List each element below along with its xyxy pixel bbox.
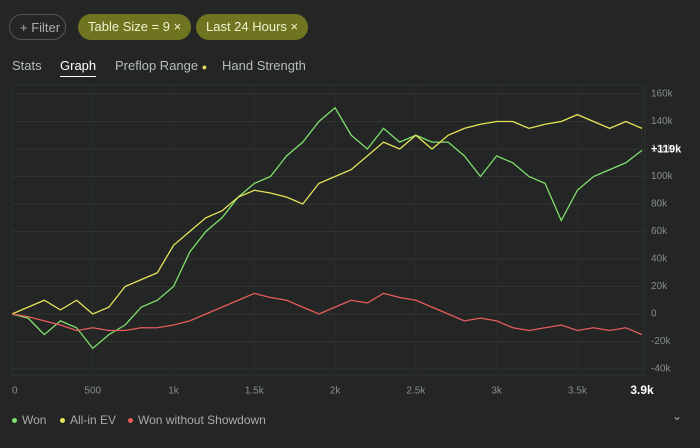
- x-tick-label: 1.5k: [245, 386, 265, 397]
- tab[interactable]: Preflop Range ●: [115, 58, 208, 73]
- series-line: [11, 113, 643, 315]
- y-tick-label: 60k: [651, 226, 668, 237]
- y-tick-label: -20k: [651, 336, 671, 347]
- series-line: [11, 292, 643, 336]
- filter-button[interactable]: + Filter: [9, 14, 66, 40]
- series-line: [11, 106, 643, 350]
- x-tick-label: 500: [84, 386, 101, 397]
- legend-label: All-in EV: [70, 413, 117, 427]
- legend-dot: [128, 417, 133, 423]
- y-tick-label: 80k: [651, 199, 668, 210]
- tab[interactable]: Hand Strength: [222, 58, 306, 73]
- y-tick-label: 120k: [651, 144, 674, 155]
- chip-label: Table Size = 9: [88, 19, 171, 34]
- x-tick-label: 2k: [330, 386, 342, 397]
- legend-dot: [12, 417, 17, 423]
- y-tick-label: 160k: [651, 89, 674, 100]
- legend-dot: [60, 417, 65, 423]
- y-tick-label: 20k: [651, 281, 668, 292]
- y-tick-label: 0: [651, 309, 657, 320]
- plot-frame: [11, 84, 646, 376]
- y-tick-label: 40k: [651, 254, 668, 265]
- legend-item[interactable]: Won: [12, 413, 46, 427]
- chip-label: Last 24 Hours: [206, 19, 287, 34]
- expand-icon[interactable]: ⌄: [672, 409, 683, 423]
- legend-item[interactable]: Won without Showdown: [128, 413, 266, 427]
- x-tick-label: 2.5k: [406, 386, 426, 397]
- x-tick-label: 3.5k: [568, 386, 588, 397]
- end-value-label: +119k: [651, 143, 682, 155]
- x-tick-label: 3.9k: [630, 383, 654, 397]
- chip[interactable]: Table Size = 9 ×: [78, 14, 192, 40]
- y-tick-label: -40k: [651, 364, 671, 375]
- y-tick-label: 140k: [651, 116, 674, 127]
- tab[interactable]: Graph: [60, 58, 97, 77]
- x-tick-label: 3k: [491, 386, 503, 397]
- tab-label: Preflop Range: [115, 58, 199, 73]
- filter-label: Filter: [31, 20, 61, 35]
- legend-label: Won: [22, 413, 47, 427]
- x-tick-label: 1k: [168, 386, 180, 397]
- x-tick-label: 0: [12, 386, 18, 397]
- tab[interactable]: Stats: [12, 58, 42, 73]
- legend-item[interactable]: All-in EV: [60, 413, 116, 427]
- y-tick-label: 100k: [651, 171, 674, 182]
- legend-label: Won without Showdown: [138, 413, 266, 427]
- chip[interactable]: Last 24 Hours ×: [196, 14, 309, 40]
